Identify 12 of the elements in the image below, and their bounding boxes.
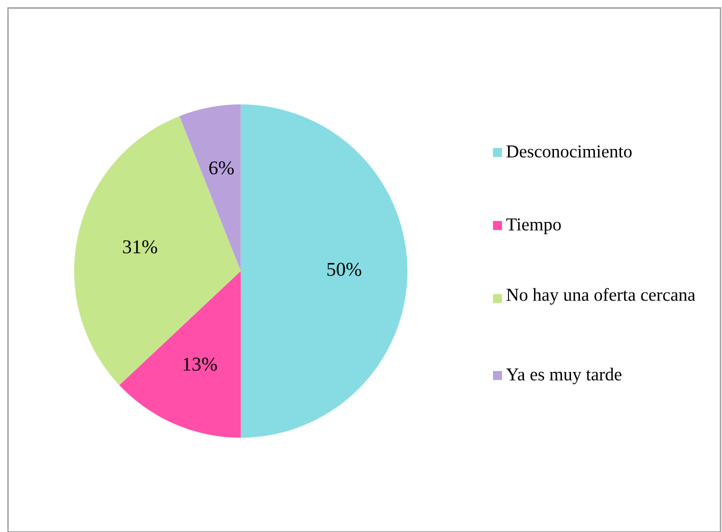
data-label: 50%	[327, 262, 362, 276]
legend-label: Desconocimiento	[506, 145, 632, 158]
pie-slice	[74, 116, 241, 386]
data-label: 31%	[123, 240, 158, 254]
data-label: 6%	[209, 161, 234, 174]
pie-slice	[119, 271, 241, 438]
data-label: 13%	[184, 358, 217, 371]
pie-slice	[179, 104, 241, 272]
legend-label: Ya es muy tarde	[506, 368, 622, 384]
legend-label: No hay una oferta cercana	[506, 288, 696, 305]
legend-label: Tiempo	[506, 218, 561, 234]
pie-slice	[240, 104, 408, 438]
